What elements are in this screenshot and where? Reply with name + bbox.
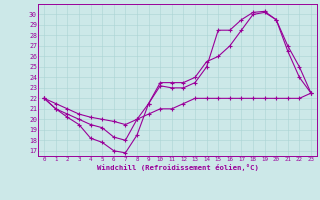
X-axis label: Windchill (Refroidissement éolien,°C): Windchill (Refroidissement éolien,°C) (97, 164, 259, 171)
